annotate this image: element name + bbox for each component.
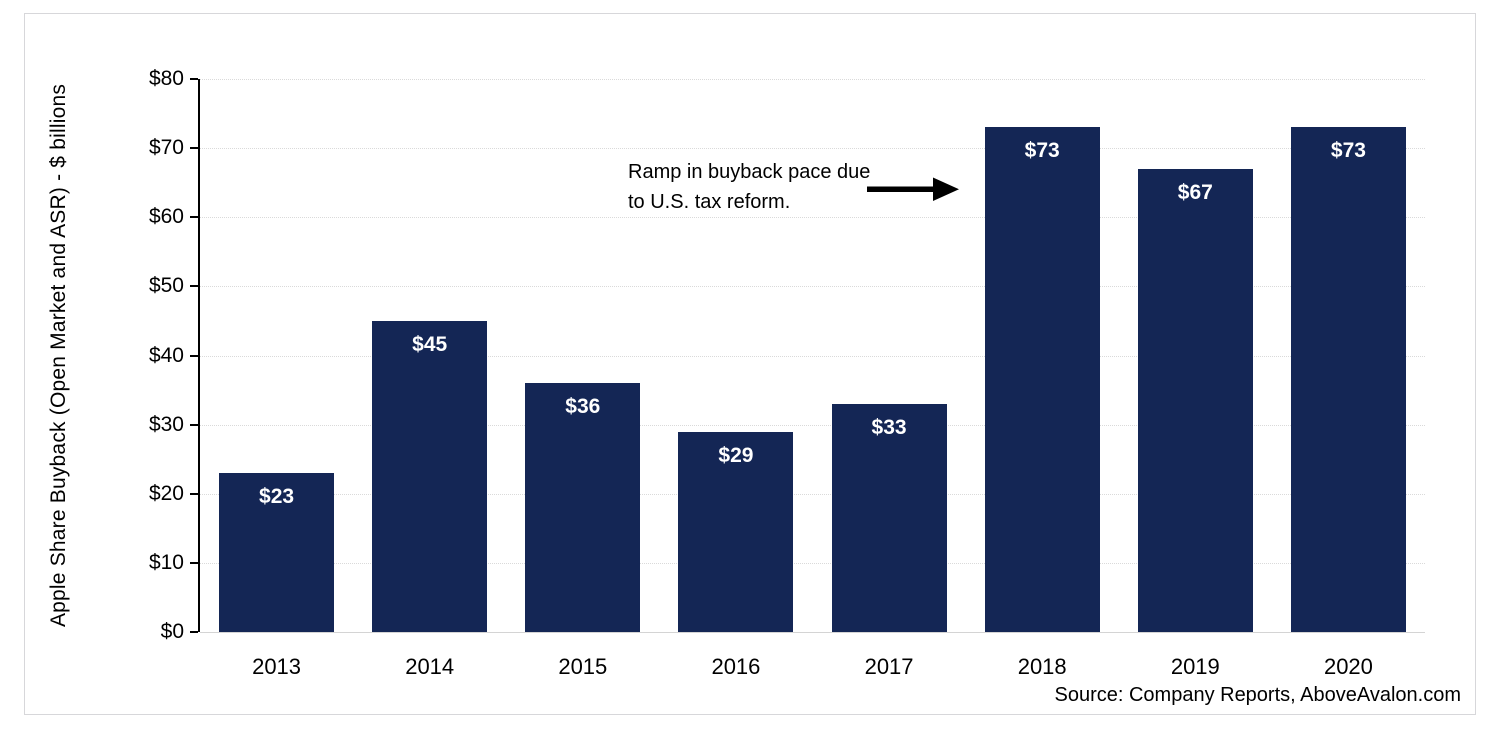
bar-value-label-2013: $23 <box>259 485 295 508</box>
x-tick-label-2015: 2015 <box>558 654 608 679</box>
chart-card: Apple Share Buyback (Open Market and ASR… <box>24 13 1476 715</box>
bar-value-label-2015: $36 <box>565 395 601 419</box>
plot-area: Ramp in buyback pace due to U.S. tax ref… <box>149 67 1425 643</box>
y-tick-label-80: $80 <box>148 67 184 90</box>
y-tick-60 <box>190 216 198 219</box>
gridline-10 <box>200 562 1425 564</box>
annotation-line-1: Ramp in buyback pace due <box>628 161 871 183</box>
y-axis-title: Apple Share Buyback (Open Market and ASR… <box>47 83 70 628</box>
x-tick-label-2016: 2016 <box>711 654 761 679</box>
right-arrow-icon <box>867 177 959 201</box>
y-tick-label-30: $30 <box>148 412 184 436</box>
gridline-60 <box>200 217 1425 219</box>
y-tick-label-50: $50 <box>148 274 184 298</box>
gridline-80 <box>200 79 1425 80</box>
bar-2018 <box>984 127 1100 632</box>
y-tick-label-60: $60 <box>148 205 184 229</box>
bar-2017 <box>831 403 947 632</box>
y-tick-30 <box>190 423 198 426</box>
bar-value-label-2014: $45 <box>412 332 448 356</box>
bar-value-label-2020: $73 <box>1330 139 1366 163</box>
y-tick-label-40: $40 <box>148 343 184 367</box>
bar-2016 <box>678 431 794 632</box>
y-tick-70 <box>190 147 198 150</box>
x-tick-label-2018: 2018 <box>1017 654 1067 679</box>
y-tick-label-20: $20 <box>148 481 184 505</box>
x-tick-label-2019: 2019 <box>1170 654 1220 679</box>
y-tick-label-70: $70 <box>148 136 184 160</box>
x-tick-label-2013: 2013 <box>252 654 302 679</box>
y-tick-10 <box>190 561 198 564</box>
y-tick-20 <box>190 492 198 495</box>
x-tick-label-2017: 2017 <box>864 654 914 679</box>
y-axis-line <box>198 79 200 632</box>
x-tick-label-2014: 2014 <box>405 654 455 679</box>
y-tick-label-10: $10 <box>148 550 184 574</box>
bar-2013 <box>219 473 335 632</box>
y-tick-label-0: $0 <box>160 620 184 643</box>
bar-2020 <box>1290 127 1406 632</box>
gridline-40 <box>200 355 1425 357</box>
x-axis-baseline <box>200 632 1425 633</box>
gridline-70 <box>200 148 1425 150</box>
y-tick-0 <box>190 631 198 633</box>
bar-2014 <box>372 320 488 632</box>
x-tick-label-2020: 2020 <box>1323 654 1373 679</box>
bar-value-label-2016: $29 <box>718 443 754 467</box>
gridline-20 <box>200 493 1425 495</box>
gridline-30 <box>200 424 1425 426</box>
source-note: Source: Company Reports, AboveAvalon.com <box>1054 684 1461 706</box>
bar-2019 <box>1137 168 1253 632</box>
bar-value-label-2019: $67 <box>1177 180 1213 204</box>
bar-2015 <box>525 383 641 632</box>
annotation-text: Ramp in buyback pace due to U.S. tax ref… <box>628 157 888 217</box>
annotation-line-2: to U.S. tax reform. <box>628 191 791 213</box>
y-tick-40 <box>190 354 198 357</box>
y-tick-50 <box>190 285 198 288</box>
y-tick-80 <box>190 78 198 80</box>
bar-value-label-2018: $73 <box>1024 139 1060 163</box>
bar-value-label-2017: $33 <box>871 415 907 439</box>
gridline-50 <box>200 286 1425 288</box>
